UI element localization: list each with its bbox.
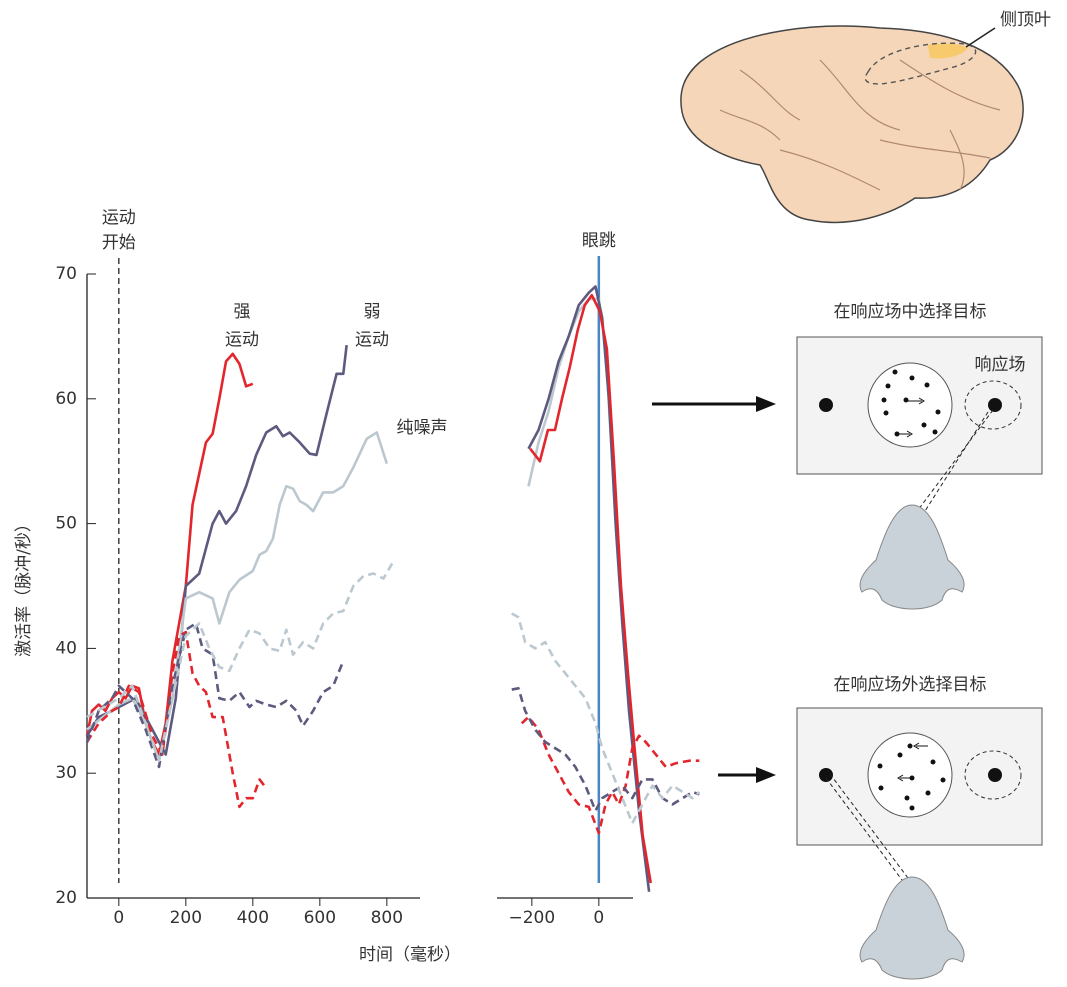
x-tick-label: −200 xyxy=(508,908,555,928)
line xyxy=(86,431,389,763)
dashed-line xyxy=(86,560,395,763)
dashed-line xyxy=(511,687,700,812)
event-label: 运动 xyxy=(102,208,136,228)
line xyxy=(529,293,653,884)
y-tick-label: 50 xyxy=(55,514,77,534)
dashed-line xyxy=(520,715,700,835)
dashed-line xyxy=(85,622,345,769)
x-tick-label: 0 xyxy=(113,908,124,928)
line xyxy=(527,285,651,892)
line-label: 强 xyxy=(234,302,251,322)
x-axis-label: 时间（毫秒） xyxy=(359,945,461,965)
event-label: 眼跳 xyxy=(582,231,616,251)
line-label: 运动 xyxy=(355,330,389,350)
line-label: 纯噪声 xyxy=(397,418,448,438)
event-label: 开始 xyxy=(102,233,136,253)
dashed-line xyxy=(85,630,268,809)
brain-label: 侧顶叶 xyxy=(1000,10,1051,30)
line-label: 弱 xyxy=(364,302,381,322)
y-tick-label: 70 xyxy=(55,264,77,284)
x-tick-label: 600 xyxy=(304,908,336,928)
x-tick-label: 0 xyxy=(593,908,604,928)
y-axis-label: 激活率（脉冲/秒） xyxy=(14,515,34,657)
y-tick-label: 40 xyxy=(55,638,77,658)
line-label: 运动 xyxy=(225,330,259,350)
task-panel xyxy=(718,707,1043,980)
dashed-line xyxy=(511,612,701,825)
brain-illustration xyxy=(680,25,1024,224)
y-tick-label: 60 xyxy=(55,389,77,409)
field-label: 响应场 xyxy=(975,355,1026,375)
panel-title: 在响应场中选择目标 xyxy=(834,302,987,322)
x-tick-label: 800 xyxy=(371,908,403,928)
y-tick-label: 30 xyxy=(55,763,77,783)
x-tick-label: 200 xyxy=(170,908,202,928)
panel-title: 在响应场外选择目标 xyxy=(834,675,987,695)
task-panel xyxy=(652,336,1043,610)
y-tick-label: 20 xyxy=(55,888,77,908)
x-tick-label: 400 xyxy=(237,908,269,928)
